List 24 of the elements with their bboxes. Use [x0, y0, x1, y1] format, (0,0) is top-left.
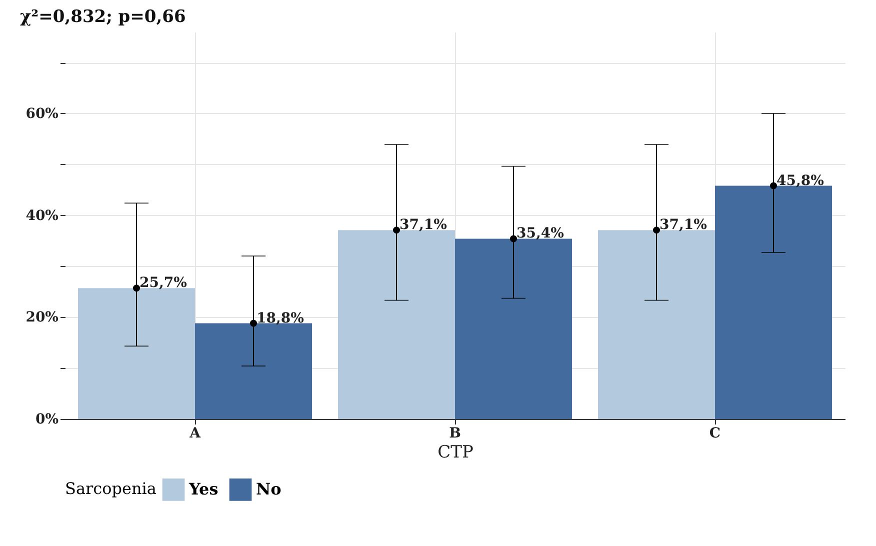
chart-title: χ²=0,832; p=0,66 — [20, 7, 186, 27]
bar — [338, 230, 455, 419]
y-tick-label: 0% — [35, 412, 58, 428]
bar — [195, 323, 312, 419]
y-tick-label: 60% — [26, 106, 58, 122]
data-label: 25,7% — [140, 275, 187, 292]
x-tick-label: B — [449, 426, 462, 442]
x-tick-label: A — [188, 426, 202, 442]
legend-title: Sarcopenia — [65, 479, 157, 498]
data-label: 45,8% — [776, 172, 824, 189]
bar — [598, 230, 715, 419]
legend-label: No — [256, 480, 282, 499]
bar — [715, 186, 832, 419]
data-label: 37,1% — [400, 217, 447, 234]
y-tick-label: 20% — [26, 310, 58, 326]
bar — [455, 238, 572, 419]
data-label: 18,8% — [256, 310, 304, 326]
x-tick-label: C — [709, 426, 721, 442]
legend-label: Yes — [188, 480, 218, 499]
data-label: 37,1% — [660, 217, 707, 234]
data-label: 35,4% — [516, 226, 564, 242]
x-axis-title: CTP — [438, 442, 474, 462]
y-tick-label: 40% — [26, 208, 58, 224]
bar — [78, 288, 195, 419]
